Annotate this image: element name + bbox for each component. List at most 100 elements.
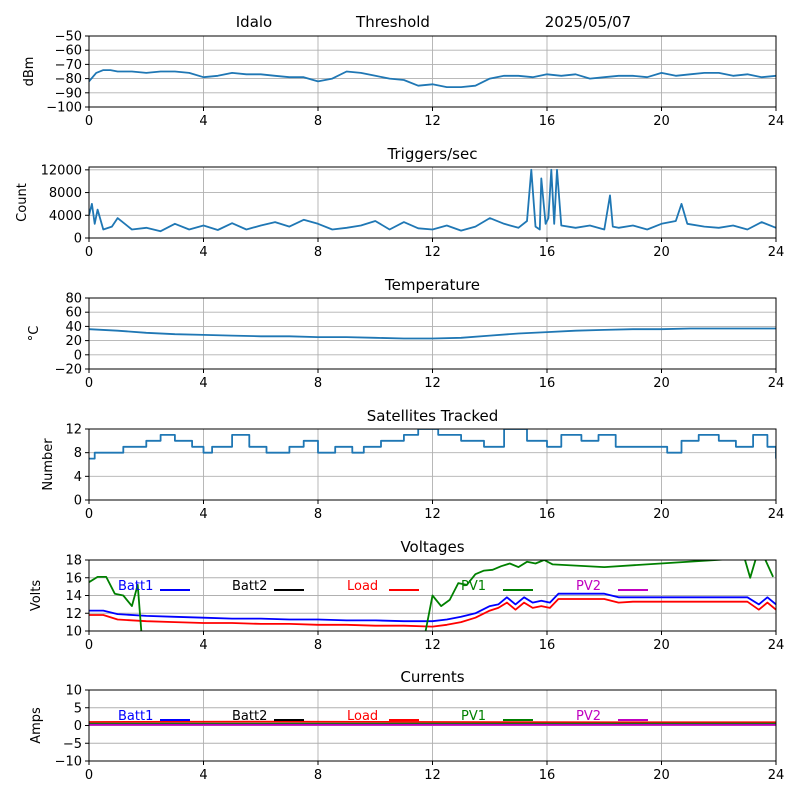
panel-voltages: 0 4 8 12 16 20 24 10 12 14 16 18 Voltages Volts Batt1 B…: [29, 538, 784, 653]
header-site: Idalo: [236, 13, 272, 31]
y-tick-label: 20: [65, 334, 82, 349]
y-tick-label: 4000: [49, 209, 82, 224]
x-tick-label: 8: [314, 768, 322, 783]
x-tick-label: 12: [424, 114, 441, 129]
legend-label-batt2: Batt2: [232, 709, 267, 724]
x-tick-label: 16: [539, 245, 556, 260]
header-date: 2025/05/07: [545, 13, 631, 31]
y-tick-label: 14: [65, 589, 82, 604]
y-tick-label: 8: [74, 446, 82, 461]
x-tick-label: 4: [199, 114, 207, 129]
x-tick-label: 20: [653, 507, 670, 522]
y-tick-label: 60: [65, 306, 82, 321]
panel-title: Voltages: [400, 538, 464, 556]
series-line-batt1: [89, 592, 776, 623]
panel-noise: 0 4 8 12 16 20 24 −100−90−80−70−60−50 dBm: [22, 30, 784, 130]
x-tick-label: 12: [424, 768, 441, 783]
y-tick-label: 10: [65, 684, 82, 699]
x-tick-label: 24: [768, 114, 785, 129]
legend-label-pv2: PV2: [576, 579, 601, 594]
y-tick-label: −10: [55, 755, 82, 770]
legend-label-batt1: Batt1: [118, 579, 153, 594]
series-line-noise: [89, 69, 776, 88]
x-tick-label: 8: [314, 507, 322, 522]
y-axis-label: Volts: [29, 580, 44, 612]
x-tick-label: 16: [539, 507, 556, 522]
y-tick-label: 5: [74, 701, 82, 716]
x-tick-label: 0: [85, 507, 93, 522]
x-tick-label: 12: [424, 507, 441, 522]
y-tick-label: 8000: [49, 186, 82, 201]
x-tick-label: 4: [199, 245, 207, 260]
y-tick-label: 4: [74, 470, 82, 485]
y-tick-label: −100: [46, 101, 82, 116]
x-tick-label: 0: [85, 114, 93, 129]
x-tick-label: 8: [314, 114, 322, 129]
x-tick-label: 12: [424, 245, 441, 260]
x-tick-label: 4: [199, 638, 207, 653]
series-group: [89, 327, 776, 340]
series-group: [89, 168, 776, 233]
x-tick-label: 4: [199, 507, 207, 522]
panel-title: Satellites Tracked: [367, 407, 498, 425]
panel-title: Triggers/sec: [387, 145, 478, 163]
y-tick-label: −60: [55, 44, 82, 59]
y-tick-label: 10: [65, 625, 82, 640]
x-tick-label: 16: [539, 114, 556, 129]
y-tick-label: −80: [55, 72, 82, 87]
x-tick-label: 20: [653, 245, 670, 260]
x-tick-label: 20: [653, 638, 670, 653]
series-line-pv1: [89, 560, 774, 631]
x-tick-label: 8: [314, 245, 322, 260]
series-group: [89, 429, 776, 460]
panel-title: Temperature: [384, 276, 480, 294]
y-axis-label: Amps: [29, 707, 44, 744]
panel-currents: 0 4 8 12 16 20 24 −10 −5 0 5 10 Currents Amps Batt1 Bat…: [29, 668, 784, 783]
series-line-temperature: [89, 327, 776, 340]
y-tick-label: 18: [65, 554, 82, 569]
series-line-triggers: [89, 168, 776, 233]
legend-label-batt2: Batt2: [232, 579, 267, 594]
x-tick-label: 20: [653, 114, 670, 129]
x-tick-label: 12: [424, 638, 441, 653]
y-tick-label: −90: [55, 86, 82, 101]
series-line-satellites: [89, 429, 776, 460]
x-tick-label: 20: [653, 768, 670, 783]
y-tick-label: 0: [74, 719, 82, 734]
figure-header: Idalo Threshold 2025/05/07: [236, 13, 631, 31]
y-tick-label: 12: [65, 423, 82, 438]
y-tick-label: −70: [55, 58, 82, 73]
x-tick-label: 16: [539, 376, 556, 391]
y-tick-label: 0: [74, 232, 82, 247]
panel-title: Currents: [400, 668, 464, 686]
x-tick-label: 12: [424, 376, 441, 391]
y-tick-label: 40: [65, 320, 82, 335]
legend-label-load: Load: [347, 709, 378, 724]
y-tick-label: 12: [65, 607, 82, 622]
y-axis-label: Count: [15, 183, 30, 222]
x-tick-label: 8: [314, 376, 322, 391]
x-tick-label: 24: [768, 245, 785, 260]
y-tick-label: −5: [63, 737, 82, 752]
legend-label-pv1: PV1: [461, 709, 486, 724]
legend-label-batt1: Batt1: [118, 709, 153, 724]
y-tick-label: −20: [55, 363, 82, 378]
legend-label-pv2: PV2: [576, 709, 601, 724]
series-line-load: [89, 720, 776, 724]
series-group: [89, 560, 776, 631]
y-axis-label: °C: [27, 326, 42, 342]
x-tick-label: 0: [85, 245, 93, 260]
x-tick-label: 16: [539, 638, 556, 653]
x-tick-label: 24: [768, 768, 785, 783]
x-tick-label: 4: [199, 376, 207, 391]
y-tick-label: −50: [55, 30, 82, 45]
legend-label-pv1: PV1: [461, 579, 486, 594]
x-tick-label: 4: [199, 768, 207, 783]
y-tick-label: 12000: [41, 163, 82, 178]
x-tick-label: 20: [653, 376, 670, 391]
header-label: Threshold: [355, 13, 430, 31]
x-tick-label: 0: [85, 768, 93, 783]
